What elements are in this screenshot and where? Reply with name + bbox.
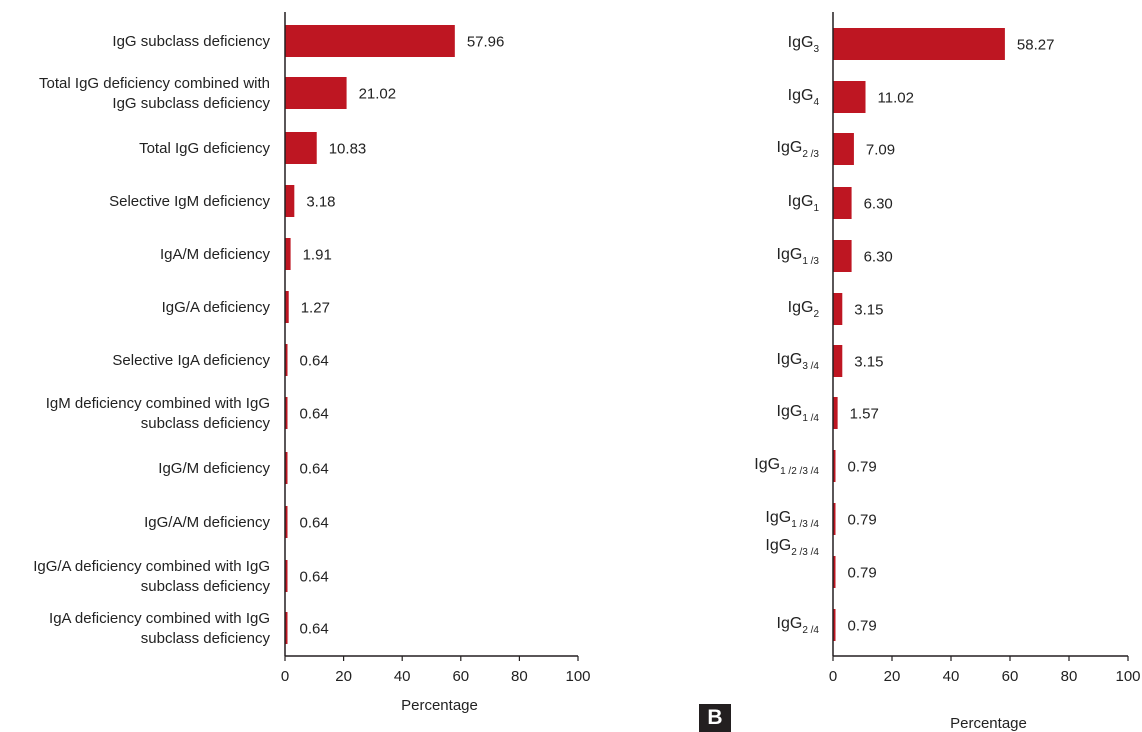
- chart-b-bar-4: [833, 240, 852, 272]
- chart-b-bar-7: [833, 397, 838, 429]
- chart-b-value-label-11: 0.79: [848, 618, 877, 635]
- chart-a-x-tick-label-0: 0: [281, 668, 289, 685]
- chart-a-bar-9: [285, 506, 288, 538]
- chart-a-bar-3: [285, 185, 295, 217]
- chart-b-bar-2: [833, 133, 854, 165]
- chart-b-x-tick-label-5: 100: [1115, 668, 1140, 685]
- chart-b-category-label-11: IgG2 /4: [777, 615, 820, 636]
- chart-a-value-label-7: 0.64: [300, 406, 329, 423]
- chart-b-value-label-1: 11.02: [878, 90, 914, 107]
- chart-a-value-label-9: 0.64: [300, 515, 329, 532]
- chart-b-bar-6: [833, 345, 843, 377]
- chart-b-category-label-9: IgG1 /3 /4: [765, 509, 819, 530]
- chart-b-bar-9: [833, 503, 836, 535]
- chart-a-category-label-5: IgG/A deficiency: [162, 299, 271, 316]
- chart-a-value-label-4: 1.91: [303, 247, 332, 264]
- chart-a-bar-6: [285, 344, 288, 376]
- chart-a-bar-5: [285, 291, 289, 323]
- chart-a-category-label-2: Total IgG deficiency: [139, 140, 270, 157]
- chart-a-bar-4: [285, 238, 291, 270]
- chart-a-category-label-4: IgA/M deficiency: [160, 246, 271, 263]
- chart-b-x-axis-label: Percentage: [950, 715, 1027, 732]
- chart-b-value-label-6: 3.15: [854, 354, 883, 371]
- chart-b-category-label-4: IgG1 /3: [777, 246, 820, 267]
- chart-b-category-label-1: IgG4: [788, 87, 820, 108]
- chart-a-x-axis-label: Percentage: [401, 697, 478, 714]
- chart-a-bar-7: [285, 397, 288, 429]
- chart-b-category-label-3: IgG1: [788, 193, 820, 214]
- chart-b-value-label-4: 6.30: [864, 249, 893, 266]
- chart-b-x-tick-label-3: 60: [1002, 668, 1019, 685]
- chart-b-value-label-7: 1.57: [850, 406, 879, 423]
- chart-b-value-label-8: 0.79: [848, 459, 877, 476]
- chart-b-value-label-0: 58.27: [1017, 37, 1055, 54]
- chart-b-x-tick-label-4: 80: [1061, 668, 1078, 685]
- chart-b-category-label-6: IgG3 /4: [777, 351, 820, 372]
- chart-a-bar-2: [285, 132, 317, 164]
- chart-b-x-tick-label-1: 20: [884, 668, 901, 685]
- chart-b-x-tick-label-2: 40: [943, 668, 960, 685]
- chart-a-value-label-0: 57.96: [467, 34, 505, 51]
- chart-a-bar-1: [285, 77, 347, 109]
- chart-a-bar-0: [285, 25, 455, 57]
- chart-a-category-label-7: IgM deficiency combined with IgG subclass…: [46, 395, 271, 432]
- chart-a-category-label-6: Selective IgA deficiency: [112, 352, 270, 369]
- chart-a-x-tick-label-5: 100: [565, 668, 590, 685]
- chart-a-bar-10: [285, 560, 288, 592]
- chart-a-bar-11: [285, 612, 288, 644]
- chart-a-category-label-8: IgG/M deficiency: [158, 460, 270, 477]
- chart-b-category-label-5: IgG2: [788, 299, 820, 320]
- chart-b-bar-5: [833, 293, 843, 325]
- chart-b-value-label-5: 3.15: [854, 302, 883, 319]
- chart-b-bar-3: [833, 187, 852, 219]
- chart-b-bar-10: [833, 556, 836, 588]
- chart-b-category-label-2: IgG2 /3: [777, 139, 820, 160]
- chart-a-x-tick-label-1: 20: [335, 668, 352, 685]
- chart-a-category-label-11: IgA deficiency combined with IgG subclass…: [49, 610, 270, 647]
- chart-a-total-deficiency: 57.96 IgG subclass deficiency 21.02 Total I…: [33, 12, 591, 714]
- chart-a-x-tick-label-2: 40: [394, 668, 411, 685]
- chart-a-bar-8: [285, 452, 288, 484]
- chart-b-bar-11: [833, 609, 836, 641]
- panel-label-b: B: [699, 704, 731, 732]
- chart-b-x-tick-label-0: 0: [829, 668, 837, 685]
- chart-a-value-label-3: 3.18: [306, 194, 335, 211]
- chart-b-bar-8: [833, 450, 836, 482]
- chart-a-value-label-10: 0.64: [300, 569, 329, 586]
- chart-b-category-label-0: IgG3: [788, 34, 820, 55]
- chart-a-category-label-10: IgG/A deficiency combined with IgG subcla…: [33, 558, 270, 595]
- chart-a-category-label-1: Total IgG deficiency combined with IgG su…: [39, 75, 270, 112]
- chart-b-category-label-10: IgG2 /3 /4: [765, 537, 819, 558]
- chart-b-bar-1: [833, 81, 866, 113]
- chart-a-category-label-9: IgG/A/M deficiency: [144, 514, 270, 531]
- chart-b-subclass-deficiency: 58.27 IgG3 11.02 IgG4 7.09 IgG2 /3 6.30 IgG1 6.3…: [754, 12, 1141, 732]
- chart-a-value-label-11: 0.64: [300, 621, 329, 638]
- chart-a-x-tick-label-3: 60: [452, 668, 469, 685]
- chart-b-value-label-9: 0.79: [848, 512, 877, 529]
- chart-a-category-label-3: Selective IgM deficiency: [109, 193, 270, 210]
- chart-b-value-label-2: 7.09: [866, 142, 895, 159]
- chart-a-value-label-8: 0.64: [300, 461, 329, 478]
- chart-a-value-label-6: 0.64: [300, 353, 329, 370]
- chart-b-value-label-10: 0.79: [848, 565, 877, 582]
- chart-a-value-label-2: 10.83: [329, 141, 367, 158]
- chart-b-value-label-3: 6.30: [864, 196, 893, 213]
- chart-a-value-label-5: 1.27: [301, 300, 330, 317]
- chart-b-category-label-7: IgG1 /4: [777, 403, 820, 424]
- chart-b-category-label-8: IgG1 /2 /3 /4: [754, 456, 819, 477]
- chart-b-bar-0: [833, 28, 1005, 60]
- chart-a-x-tick-label-4: 80: [511, 668, 528, 685]
- chart-a-value-label-1: 21.02: [359, 86, 397, 103]
- chart-a-category-label-0: IgG subclass deficiency: [112, 33, 270, 50]
